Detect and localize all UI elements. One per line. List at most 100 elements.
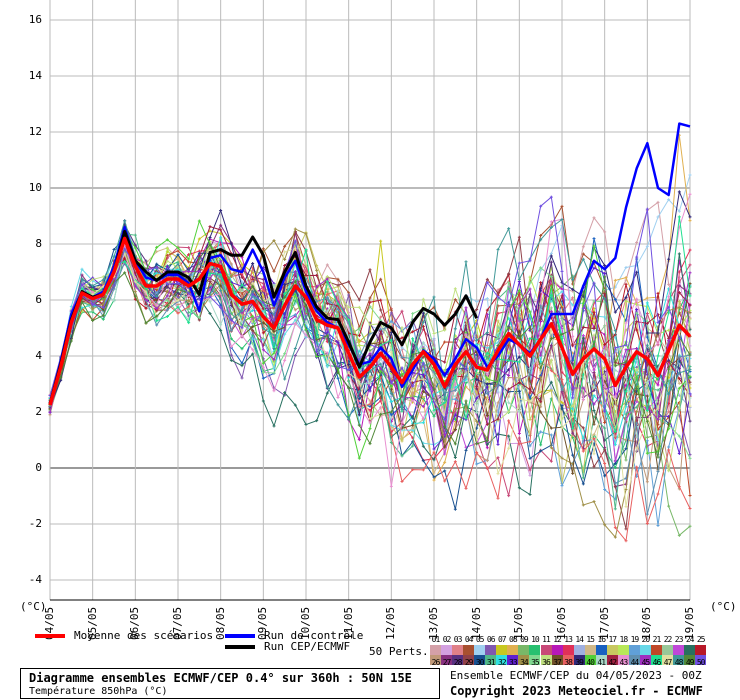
member-swatch xyxy=(474,645,486,655)
member-swatch xyxy=(551,655,563,665)
member-number: 37 xyxy=(553,658,562,667)
y-tick-label: 2 xyxy=(35,405,42,418)
member-swatch xyxy=(673,645,685,655)
member-number: 45 xyxy=(641,658,651,667)
member-number: 24 xyxy=(685,635,695,644)
member-number: 09 xyxy=(520,635,529,644)
member-swatch xyxy=(507,645,519,655)
x-tick-label: 12/05 xyxy=(384,606,398,640)
y-tick-label: 0 xyxy=(35,461,42,474)
legend-cep-label: Run CEP/ECMWF xyxy=(264,640,351,653)
member-number: 08 xyxy=(509,635,518,644)
y-unit-right: (°C) xyxy=(710,600,737,613)
member-swatch xyxy=(485,645,497,655)
member-number: 31 xyxy=(486,658,496,667)
member-swatch xyxy=(573,645,585,655)
member-swatch xyxy=(606,645,618,655)
member-swatch xyxy=(628,645,640,655)
y-tick-label: 12 xyxy=(28,125,42,138)
member-number: 32 xyxy=(497,658,507,667)
member-number: 12 xyxy=(553,635,562,644)
member-swatch xyxy=(606,655,618,665)
member-swatch xyxy=(474,655,486,665)
member-number: 10 xyxy=(531,635,540,644)
member-number: 43 xyxy=(619,658,629,667)
member-swatch xyxy=(628,655,640,665)
member-number: 48 xyxy=(674,658,684,667)
member-swatch xyxy=(551,645,563,655)
y-tick-label: -4 xyxy=(28,573,42,586)
member-number: 03 xyxy=(453,635,463,644)
member-number: 25 xyxy=(696,635,706,644)
member-swatch xyxy=(540,655,552,665)
member-swatch xyxy=(430,655,441,665)
member-number: 23 xyxy=(674,635,684,644)
member-number: 30 xyxy=(475,658,485,667)
member-swatch xyxy=(529,645,541,655)
member-swatch xyxy=(463,655,475,665)
title-box: Diagramme ensembles ECMWF/CEP 0.4° sur 3… xyxy=(20,668,440,699)
y-unit-left: (°C) xyxy=(20,600,47,613)
y-tick-label: -2 xyxy=(28,517,42,530)
member-number: 06 xyxy=(486,635,496,644)
member-number: 15 xyxy=(586,635,595,644)
member-swatch xyxy=(540,645,552,655)
member-swatch xyxy=(651,655,662,665)
member-number: 41 xyxy=(597,658,606,667)
member-swatch xyxy=(595,645,607,655)
member-markers-50 xyxy=(48,195,692,421)
member-number: 02 xyxy=(442,635,452,644)
member-swatch xyxy=(573,655,585,665)
member-number: 20 xyxy=(641,635,651,644)
member-swatch xyxy=(496,645,508,655)
y-tick-label: 4 xyxy=(35,349,42,362)
member-number: 49 xyxy=(685,658,695,667)
member-swatch xyxy=(695,645,707,655)
member-swatch xyxy=(562,655,574,665)
y-tick-label: 16 xyxy=(28,13,42,26)
member-swatch xyxy=(684,655,696,665)
legend-cep-swatch xyxy=(225,645,255,649)
member-swatch xyxy=(584,645,596,655)
copyright: Copyright 2023 Meteociel.fr - ECMWF xyxy=(450,684,703,698)
legend-control-swatch xyxy=(225,634,255,638)
member-swatch xyxy=(463,645,475,655)
mean-line xyxy=(48,236,692,406)
run-info: Ensemble ECMWF/CEP du 04/05/2023 - 00Z xyxy=(450,669,702,682)
member-number: 26 xyxy=(431,658,441,667)
chart-title: Diagramme ensembles ECMWF/CEP 0.4° sur 3… xyxy=(29,671,412,685)
member-swatch xyxy=(441,655,453,665)
member-number: 05 xyxy=(475,635,485,644)
member-number: 19 xyxy=(630,635,640,644)
member-swatch xyxy=(673,655,685,665)
member-swatch xyxy=(518,655,530,665)
legend-mean-label: Moyenne des scénarios xyxy=(74,629,214,642)
member-number: 11 xyxy=(542,635,551,644)
member-number: 04 xyxy=(464,635,474,644)
member-number: 27 xyxy=(442,658,452,667)
chart-subtitle: Température 850hPa (°C) xyxy=(29,686,168,697)
member-number: 17 xyxy=(608,635,617,644)
member-number: 18 xyxy=(619,635,629,644)
member-number: 16 xyxy=(597,635,606,644)
member-number: 13 xyxy=(564,635,573,644)
member-swatch xyxy=(662,655,674,665)
y-tick-label: 14 xyxy=(28,69,42,82)
y-tick-label: 10 xyxy=(28,181,42,194)
member-number: 40 xyxy=(586,658,595,667)
member-number: 38 xyxy=(564,658,573,667)
member-number: 44 xyxy=(630,658,640,667)
member-number: 35 xyxy=(531,658,540,667)
member-swatch xyxy=(584,655,596,665)
member-number: 07 xyxy=(497,635,507,644)
member-number: 47 xyxy=(663,658,673,667)
legend-perts-label: 50 Perts. xyxy=(369,645,429,658)
member-swatch xyxy=(562,645,574,655)
member-number: 29 xyxy=(464,658,474,667)
member-swatch xyxy=(639,655,651,665)
member-number: 33 xyxy=(509,658,518,667)
member-number: 14 xyxy=(575,635,584,644)
member-swatch xyxy=(651,645,662,655)
member-swatch xyxy=(452,655,464,665)
